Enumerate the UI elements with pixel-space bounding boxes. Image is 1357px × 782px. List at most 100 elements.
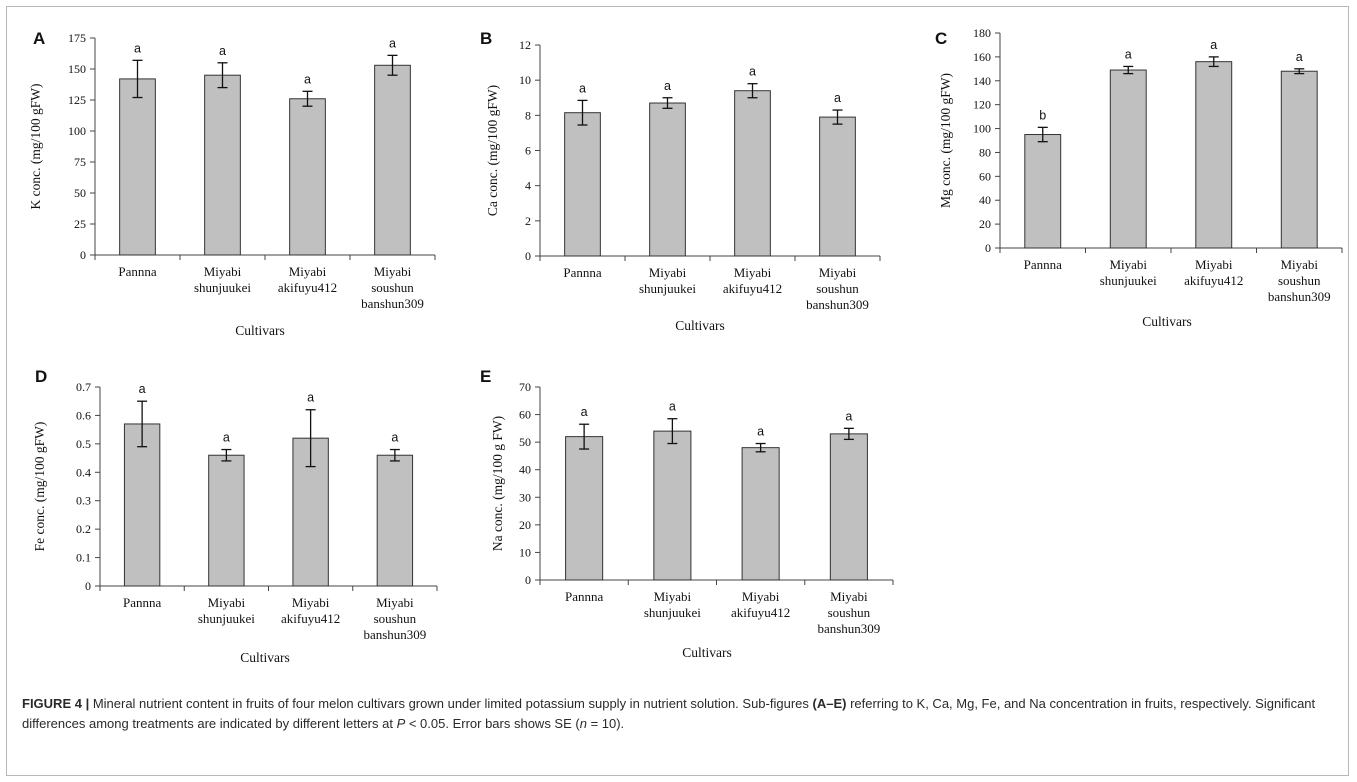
significance-letter-a: a: [389, 36, 396, 50]
y-tick-label-c: 80: [979, 145, 991, 159]
y-tick-label-e: 20: [519, 518, 531, 532]
bar-e: [565, 436, 604, 581]
significance-letter-a: a: [219, 44, 226, 58]
category-label-b: Miyabi: [734, 265, 772, 280]
significance-letter-d: a: [223, 431, 230, 445]
chart-a-svg: A 0 25 50 75 100 125 150 175 K conc. (mg/100 gFW)…: [28, 29, 436, 338]
category-label-d: shunjuukei: [198, 611, 255, 626]
x-axis-title-e: Cultivars: [682, 645, 732, 660]
x-axis-title-d: Cultivars: [240, 650, 290, 665]
chart-c-svg: C 0 20 40 60 80 100 120 140 160 180 Mg conc. (mg/10…: [935, 26, 1343, 329]
category-label-c: soushun: [1278, 273, 1321, 288]
significance-letter-b: a: [749, 65, 756, 79]
caption-text-2: referring to K, Ca, Mg, Fe, and Na conce…: [22, 696, 1316, 731]
chart-d-svg: D 0 0.1 0.2 0.3 0.4 0.5 0.6 0.7 Fe conc. (mg/100 …: [32, 367, 438, 665]
y-tick-label-a: 0: [80, 248, 86, 262]
bar-b: [734, 90, 771, 257]
category-label-d: soushun: [374, 611, 417, 626]
caption-n-symbol: n: [579, 716, 587, 731]
y-tick-label-d: 0.2: [76, 522, 91, 536]
category-label-c: shunjuukei: [1100, 273, 1157, 288]
y-tick-label-c: 60: [979, 169, 991, 183]
category-label-c: Miyabi: [1280, 257, 1318, 272]
y-tick-label-a: 50: [74, 186, 86, 200]
category-label-a: Miyabi: [289, 264, 327, 279]
category-label-e: shunjuukei: [644, 605, 701, 620]
bar-e: [741, 447, 780, 581]
bar-e: [653, 430, 692, 581]
y-tick-label-d: 0.6: [76, 408, 91, 422]
y-tick-label-b: 12: [519, 38, 531, 52]
category-label-d: Pannna: [123, 595, 162, 610]
y-tick-label-b: 4: [525, 179, 531, 193]
chart-panel-d: D 0 0.1 0.2 0.3 0.4 0.5 0.6 0.7 Fe conc. (mg/100 …: [0, 355, 440, 685]
significance-letter-c: a: [1210, 38, 1217, 52]
significance-letter-a: a: [134, 41, 141, 55]
significance-letter-d: a: [307, 391, 314, 405]
bar-b: [564, 112, 601, 257]
caption-text-4: = 10).: [586, 716, 625, 731]
significance-letter-e: a: [757, 425, 764, 439]
category-label-d: Miyabi: [292, 595, 330, 610]
category-label-b: soushun: [816, 281, 859, 296]
panel-letter-b: B: [480, 29, 492, 48]
y-tick-label-e: 30: [519, 490, 531, 504]
category-label-a: akifuyu412: [278, 280, 337, 295]
significance-letter-e: a: [669, 400, 676, 414]
bar-e: [829, 433, 868, 581]
significance-letter-d: a: [139, 382, 146, 396]
x-axis-title-a: Cultivars: [235, 323, 285, 338]
y-tick-label-c: 0: [985, 241, 991, 255]
bar-c: [1024, 134, 1062, 249]
chart-panel-c: C 0 20 40 60 80 100 120 140 160 180 Mg conc. (mg/10…: [905, 0, 1350, 340]
y-tick-label-e: 10: [519, 545, 531, 559]
caption-p-symbol: P: [396, 716, 406, 731]
category-label-a: Miyabi: [374, 264, 412, 279]
y-tick-label-c: 120: [973, 98, 991, 112]
chart-b-svg: B 0 2 4 6 8 10 12 Ca conc. (mg/100 gFW) a Pannna a M…: [480, 29, 881, 333]
category-label-e: Pannna: [565, 589, 604, 604]
y-axis-title-c: Mg conc. (mg/100 gFW): [938, 73, 953, 208]
bar-c: [1109, 69, 1147, 249]
significance-letter-d: a: [391, 431, 398, 445]
bar-d: [208, 454, 245, 587]
y-tick-label-d: 0.5: [76, 437, 91, 451]
panel-letter-d: D: [35, 367, 47, 386]
y-tick-label-b: 0: [525, 249, 531, 263]
y-tick-label-d: 0.3: [76, 494, 91, 508]
chart-panel-e: E 0 10 20 30 40 50 60 70 Na conc. (mg/100 g FW) a P…: [445, 355, 905, 685]
bar-a: [119, 78, 156, 256]
y-tick-label-b: 8: [525, 108, 531, 122]
bar-d: [123, 423, 161, 587]
y-axis-title-d: Fe conc. (mg/100 gFW): [32, 422, 47, 552]
category-label-c: Miyabi: [1195, 257, 1233, 272]
category-label-b: Pannna: [563, 265, 602, 280]
category-label-b: akifuyu412: [723, 281, 782, 296]
y-tick-label-a: 175: [68, 31, 86, 45]
category-label-d: akifuyu412: [281, 611, 340, 626]
y-tick-label-d: 0.1: [76, 551, 91, 565]
chart-panel-a: A 0 25 50 75 100 125 150 175 K conc. (mg/100 gFW)…: [0, 0, 440, 340]
y-tick-label-c: 40: [979, 193, 991, 207]
significance-letter-a: a: [304, 72, 311, 86]
y-tick-label-a: 150: [68, 62, 86, 76]
y-tick-label-e: 0: [525, 573, 531, 587]
category-label-b: Miyabi: [819, 265, 857, 280]
category-label-b: banshun309: [806, 297, 869, 312]
category-label-d: Miyabi: [208, 595, 246, 610]
bar-c: [1195, 61, 1233, 249]
category-label-e: Miyabi: [742, 589, 780, 604]
caption-text-1: Mineral nutrient content in fruits of fo…: [89, 696, 813, 711]
significance-letter-b: a: [579, 81, 586, 95]
significance-letter-c: a: [1125, 47, 1132, 61]
x-axis-title-c: Cultivars: [1142, 314, 1192, 329]
y-tick-label-b: 6: [525, 144, 531, 158]
significance-letter-e: a: [581, 405, 588, 419]
category-label-a: Pannna: [118, 264, 157, 279]
bar-c: [1280, 70, 1318, 249]
significance-letter-e: a: [845, 409, 852, 423]
figure-caption: FIGURE 4 | Mineral nutrient content in f…: [22, 694, 1337, 734]
category-label-e: banshun309: [817, 621, 880, 636]
category-label-e: Miyabi: [830, 589, 868, 604]
y-tick-label-c: 180: [973, 26, 991, 40]
